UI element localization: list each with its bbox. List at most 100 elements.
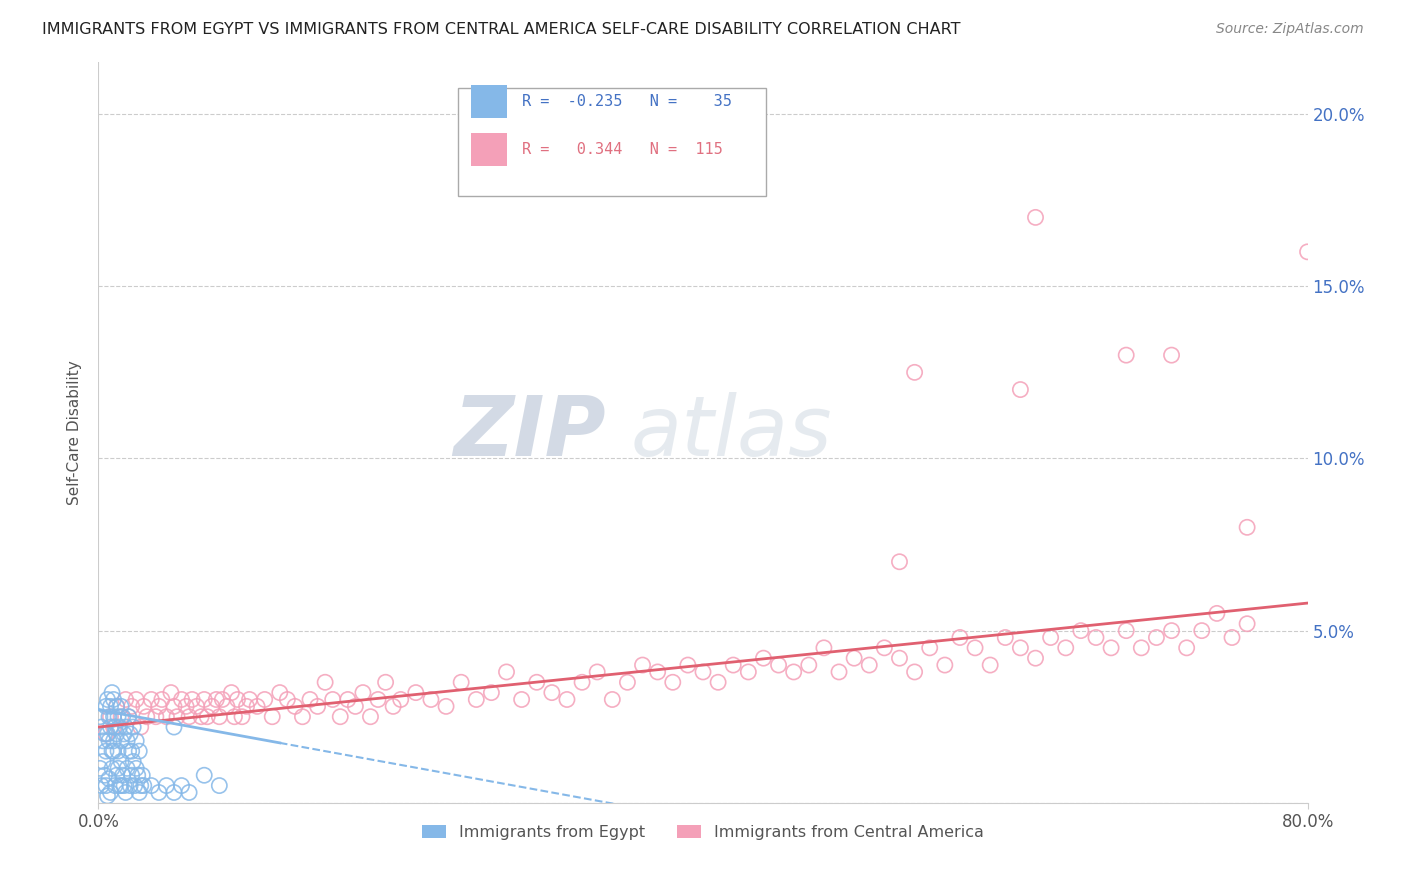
Point [1160,348,1182,362]
Point [121,699,143,714]
Point [103,734,125,748]
Point [91,734,114,748]
Point [186,699,208,714]
Point [103,720,125,734]
Text: Source: ZipAtlas.com: Source: ZipAtlas.com [1216,22,1364,37]
Point [107,744,129,758]
Point [110,755,132,769]
Text: IMMIGRANTS FROM EGYPT VS IMMIGRANTS FROM CENTRAL AMERICA SELF-CARE DISABILITY CO: IMMIGRANTS FROM EGYPT VS IMMIGRANTS FROM… [42,22,960,37]
Point [89,709,111,723]
Point [1024,211,1046,225]
Point [163,699,186,714]
Point [118,709,141,723]
Point [226,692,249,706]
Point [120,727,142,741]
Point [540,685,562,699]
Point [100,720,122,734]
Point [450,675,472,690]
Point [239,692,262,706]
Point [1039,631,1062,645]
Point [420,692,443,706]
Point [336,692,359,706]
Point [299,692,322,706]
Point [127,768,149,782]
Point [128,744,150,758]
Point [889,651,911,665]
Point [91,755,114,769]
Point [965,640,987,655]
Point [193,768,215,782]
Point [405,685,427,699]
Point [110,779,132,793]
Point [103,744,125,758]
Point [783,665,806,679]
Point [155,709,177,723]
Point [262,709,284,723]
Point [125,734,148,748]
Point [112,727,135,741]
Bar [471,133,508,166]
Point [90,720,112,734]
Point [122,755,145,769]
Point [90,779,112,793]
Point [110,734,132,748]
Point [205,692,228,706]
Point [155,779,177,793]
Point [647,665,669,679]
Point [104,779,127,793]
Point [96,692,118,706]
Point [382,699,405,714]
Text: R =   0.344   N =  115: R = 0.344 N = 115 [522,143,723,157]
Point [111,768,134,782]
Point [723,658,745,673]
Point [889,555,911,569]
Text: ZIP: ZIP [454,392,606,473]
Text: atlas: atlas [630,392,832,473]
Point [105,699,128,714]
Point [1115,348,1137,362]
Point [322,692,344,706]
Point [434,699,457,714]
Point [163,720,186,734]
Point [148,785,170,799]
Point [122,720,145,734]
Point [103,692,125,706]
FancyBboxPatch shape [457,88,766,195]
Point [118,744,141,758]
Point [1191,624,1213,638]
Point [107,761,129,775]
Point [1010,640,1032,655]
Point [94,699,117,714]
Point [114,720,136,734]
Point [389,692,412,706]
Point [112,779,135,793]
Point [121,744,143,758]
Point [918,640,941,655]
Bar [471,85,508,118]
Point [221,685,243,699]
Point [145,709,167,723]
Point [797,658,820,673]
Point [179,709,201,723]
Point [148,699,170,714]
Point [360,709,382,723]
Point [344,699,367,714]
Point [121,768,143,782]
Point [160,685,183,699]
Point [1206,607,1229,621]
Point [1010,383,1032,397]
Point [526,675,548,690]
Point [307,699,329,714]
Point [208,779,231,793]
Point [104,720,127,734]
Point [858,658,880,673]
Point [602,692,624,706]
Point [904,365,927,379]
Point [115,761,138,775]
Point [269,685,291,699]
Point [276,692,298,706]
Point [193,692,215,706]
Point [314,675,336,690]
Point [949,631,972,645]
Point [98,734,121,748]
